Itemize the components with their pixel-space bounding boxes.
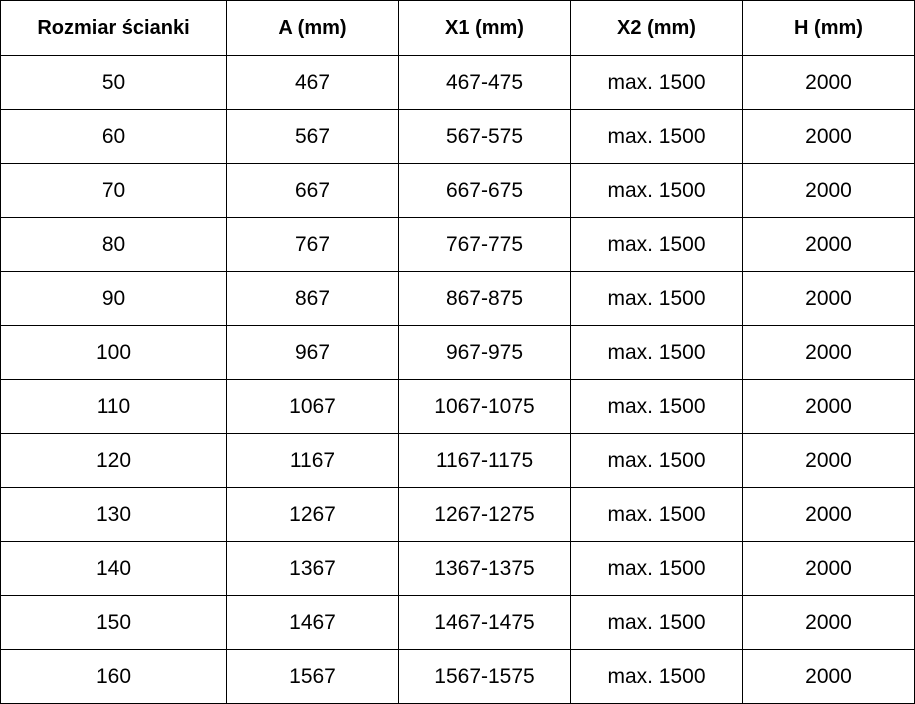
cell-h: 2000 [742, 55, 915, 110]
cell-x2: max. 1500 [570, 217, 743, 272]
table-row: 110 1067 1067-1075 max. 1500 2000 [0, 379, 915, 434]
cell-a: 1067 [226, 379, 399, 434]
cell-x1: 1067-1075 [398, 379, 571, 434]
cell-x2: max. 1500 [570, 325, 743, 380]
cell-x2: max. 1500 [570, 379, 743, 434]
header-row: Rozmiar ścianki A (mm) X1 (mm) X2 (mm) H… [0, 0, 915, 56]
cell-a: 1167 [226, 433, 399, 488]
cell-x1: 567-575 [398, 109, 571, 164]
cell-wall-size: 100 [0, 325, 227, 380]
cell-x2: max. 1500 [570, 487, 743, 542]
cell-wall-size: 50 [0, 55, 227, 110]
table-row: 80 767 767-775 max. 1500 2000 [0, 217, 915, 272]
cell-x1: 1267-1275 [398, 487, 571, 542]
cell-x2: max. 1500 [570, 541, 743, 596]
cell-a: 1367 [226, 541, 399, 596]
cell-x1: 967-975 [398, 325, 571, 380]
cell-x2: max. 1500 [570, 163, 743, 218]
table-row: 90 867 867-875 max. 1500 2000 [0, 271, 915, 326]
cell-a: 667 [226, 163, 399, 218]
cell-x1: 1367-1375 [398, 541, 571, 596]
cell-wall-size: 120 [0, 433, 227, 488]
cell-x2: max. 1500 [570, 649, 743, 704]
cell-a: 967 [226, 325, 399, 380]
cell-wall-size: 110 [0, 379, 227, 434]
cell-h: 2000 [742, 271, 915, 326]
cell-a: 767 [226, 217, 399, 272]
cell-h: 2000 [742, 163, 915, 218]
cell-x1: 867-875 [398, 271, 571, 326]
cell-h: 2000 [742, 433, 915, 488]
table-row: 160 1567 1567-1575 max. 1500 2000 [0, 649, 915, 704]
table-row: 60 567 567-575 max. 1500 2000 [0, 109, 915, 164]
cell-x1: 1167-1175 [398, 433, 571, 488]
cell-x2: max. 1500 [570, 271, 743, 326]
cell-a: 567 [226, 109, 399, 164]
cell-h: 2000 [742, 487, 915, 542]
cell-a: 467 [226, 55, 399, 110]
cell-h: 2000 [742, 217, 915, 272]
cell-h: 2000 [742, 595, 915, 650]
table-row: 140 1367 1367-1375 max. 1500 2000 [0, 541, 915, 596]
cell-a: 867 [226, 271, 399, 326]
cell-h: 2000 [742, 109, 915, 164]
cell-x1: 1567-1575 [398, 649, 571, 704]
header-a: A (mm) [226, 0, 399, 56]
cell-wall-size: 150 [0, 595, 227, 650]
cell-x2: max. 1500 [570, 595, 743, 650]
cell-x1: 667-675 [398, 163, 571, 218]
cell-wall-size: 160 [0, 649, 227, 704]
cell-h: 2000 [742, 325, 915, 380]
table-row: 70 667 667-675 max. 1500 2000 [0, 163, 915, 218]
cell-wall-size: 80 [0, 217, 227, 272]
cell-h: 2000 [742, 649, 915, 704]
cell-x1: 467-475 [398, 55, 571, 110]
cell-x1: 1467-1475 [398, 595, 571, 650]
cell-h: 2000 [742, 379, 915, 434]
cell-x1: 767-775 [398, 217, 571, 272]
header-x2: X2 (mm) [570, 0, 743, 56]
cell-x2: max. 1500 [570, 109, 743, 164]
cell-x2: max. 1500 [570, 433, 743, 488]
header-h: H (mm) [742, 0, 915, 56]
table-row: 50 467 467-475 max. 1500 2000 [0, 55, 915, 110]
cell-h: 2000 [742, 541, 915, 596]
cell-wall-size: 140 [0, 541, 227, 596]
table-row: 150 1467 1467-1475 max. 1500 2000 [0, 595, 915, 650]
cell-wall-size: 60 [0, 109, 227, 164]
header-wall-size: Rozmiar ścianki [0, 0, 227, 56]
table-row: 120 1167 1167-1175 max. 1500 2000 [0, 433, 915, 488]
cell-wall-size: 90 [0, 271, 227, 326]
cell-wall-size: 70 [0, 163, 227, 218]
cell-a: 1567 [226, 649, 399, 704]
header-x1: X1 (mm) [398, 0, 571, 56]
cell-a: 1267 [226, 487, 399, 542]
table-row: 130 1267 1267-1275 max. 1500 2000 [0, 487, 915, 542]
cell-a: 1467 [226, 595, 399, 650]
cell-wall-size: 130 [0, 487, 227, 542]
cell-x2: max. 1500 [570, 55, 743, 110]
table-row: 100 967 967-975 max. 1500 2000 [0, 325, 915, 380]
